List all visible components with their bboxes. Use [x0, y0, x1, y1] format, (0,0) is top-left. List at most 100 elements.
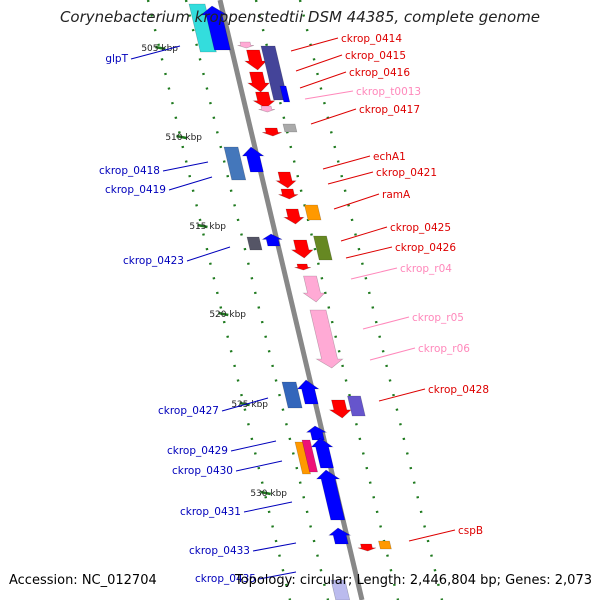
- genome-summary-text: Topology: circular; Length: 2,446,804 bp…: [234, 573, 592, 588]
- gene-ckrop_0429: [301, 439, 318, 473]
- label-ckrop_0416-leader: [299, 71, 347, 89]
- gene-ckrop_0427-a: [281, 381, 303, 409]
- scale-tick: [260, 490, 271, 496]
- label-ckrop_0430: ckrop_0430: [172, 465, 233, 477]
- label-ckrop_0428-leader: [378, 388, 426, 402]
- gene-ckrop_0414: [243, 49, 267, 71]
- label-ckrop_0425-leader: [340, 226, 388, 242]
- gene-ckrop_0433: [328, 527, 352, 545]
- label-cspB: cspB: [458, 525, 483, 537]
- label-ckrop_0415: ckrop_0415: [345, 50, 406, 62]
- gene-ckrop_0428: [328, 399, 352, 419]
- scale-tick-label: 505 kbp: [141, 44, 178, 54]
- gene-ckrop_0425: [290, 239, 314, 259]
- gene-echA1: [275, 171, 297, 189]
- label-ckrop_0418: ckrop_0418: [99, 165, 160, 177]
- label-ckrop_r04: ckrop_r04: [400, 263, 452, 275]
- label-ckrop_r05: ckrop_r05: [412, 312, 464, 324]
- scale-tick-label: 510 kbp: [165, 133, 202, 143]
- accession-text: Accession: NC_012704: [9, 573, 157, 588]
- gene-ckrop_0421: [278, 188, 299, 200]
- gene-ckrop_0416-b: [279, 85, 291, 103]
- gene-ckrop_0431: [315, 469, 346, 521]
- label-ckrop_0431-leader: [243, 501, 293, 513]
- gene-ckrop_0417-a: [262, 127, 282, 137]
- label-ckrop_0421-leader: [327, 171, 374, 185]
- gene-ckrop_0415-b: [246, 71, 270, 93]
- label-ckrop_0426-leader: [345, 246, 393, 259]
- label-ckrop_r04-leader: [350, 267, 398, 280]
- gene-ckrop_t0013: [258, 105, 276, 113]
- label-ckrop_0419-leader: [168, 176, 213, 191]
- gene-ramA-a: [283, 208, 305, 225]
- scale-tick: [176, 134, 187, 140]
- gene-ckrop_0416: [252, 91, 276, 109]
- label-echA1-leader: [322, 155, 371, 170]
- label-ckrop_r06: ckrop_r06: [418, 343, 470, 355]
- label-echA1: echA1: [373, 151, 406, 163]
- label-ckrop_0417: ckrop_0417: [359, 104, 420, 116]
- gene-ckrop_0419: [241, 146, 265, 173]
- gene-ckrop_0423: [261, 233, 283, 247]
- label-ckrop_0427: ckrop_0427: [158, 405, 219, 417]
- label-ckrop_r06-leader: [369, 347, 416, 361]
- label-ckrop_0416: ckrop_0416: [349, 67, 410, 79]
- label-ckrop_0426: ckrop_0426: [395, 242, 456, 254]
- scale-tick-label: 520 kbp: [209, 310, 246, 320]
- gene-ckrop_0418: [223, 146, 247, 181]
- gene-glpT-block: [188, 3, 217, 53]
- label-ramA-leader: [333, 193, 380, 210]
- gene-ckrop_0426-b: [294, 263, 312, 271]
- scale-tick-label: 525 kbp: [231, 400, 268, 410]
- label-ramA: ramA: [382, 189, 411, 201]
- label-ckrop_0415-leader: [295, 54, 343, 72]
- gene-ckrop_0428-b: [347, 395, 366, 417]
- gene-ckrop_0427: [296, 379, 320, 405]
- label-ckrop_0423-leader: [186, 246, 231, 262]
- label-ckrop_0414-leader: [290, 37, 339, 52]
- gene-ckrop_r05: [309, 309, 344, 369]
- label-ckrop_0414: ckrop_0414: [341, 33, 402, 45]
- scale-tick: [239, 401, 250, 407]
- label-ckrop_0423: ckrop_0423: [123, 255, 184, 267]
- gene-ckrop_0417: [282, 123, 298, 133]
- label-ckrop_0429: ckrop_0429: [167, 445, 228, 457]
- gene-ckrop_0414-a: [237, 41, 255, 49]
- gene-cspB: [378, 540, 392, 550]
- label-ckrop_0419: ckrop_0419: [105, 184, 166, 196]
- label-ckrop_0429-leader: [230, 440, 277, 452]
- label-glpT-leader: [130, 45, 181, 60]
- gene-ckrop_0435: [330, 579, 351, 600]
- label-ckrop_0433-leader: [252, 542, 297, 552]
- label-ckrop_0435: ckrop_0435: [195, 573, 256, 585]
- gene-ckrop_r04: [302, 275, 326, 303]
- label-ckrop_r05-leader: [362, 316, 410, 330]
- scale-tick: [218, 311, 229, 317]
- label-ckrop_t0013: ckrop_t0013: [356, 86, 421, 98]
- label-ckrop_0435-leader: [258, 571, 297, 580]
- label-ckrop_0427-leader: [221, 397, 269, 412]
- label-ckrop_t0013-leader: [304, 90, 354, 100]
- gene-ckrop_0423-a: [246, 236, 263, 251]
- scale-tick: [197, 223, 208, 229]
- gene-ckrop_0429-a: [294, 441, 311, 475]
- label-glpT: glpT: [105, 53, 128, 65]
- label-ckrop_0418-leader: [162, 161, 209, 172]
- label-ckrop_0433: ckrop_0433: [189, 545, 250, 557]
- label-ckrop_0421: ckrop_0421: [376, 167, 437, 179]
- label-ckrop_0417-leader: [310, 108, 357, 125]
- gene-ckrop_0430: [310, 437, 334, 469]
- label-ckrop_0428: ckrop_0428: [428, 384, 489, 396]
- label-ckrop_0431: ckrop_0431: [180, 506, 241, 518]
- gene-ckrop_0426: [313, 235, 333, 261]
- scale-tick: [155, 45, 166, 51]
- genome-title: Corynebacterium kroppenstedtii DSM 44385…: [59, 8, 541, 26]
- gene-cspB-a: [357, 543, 377, 552]
- label-cspB-leader: [408, 529, 456, 542]
- scale-tick-label: 530 kbp: [250, 489, 287, 499]
- label-ckrop_0430-leader: [235, 460, 283, 472]
- gene-glpT: [200, 5, 231, 51]
- scale-tick-label: 515 kbp: [189, 222, 226, 232]
